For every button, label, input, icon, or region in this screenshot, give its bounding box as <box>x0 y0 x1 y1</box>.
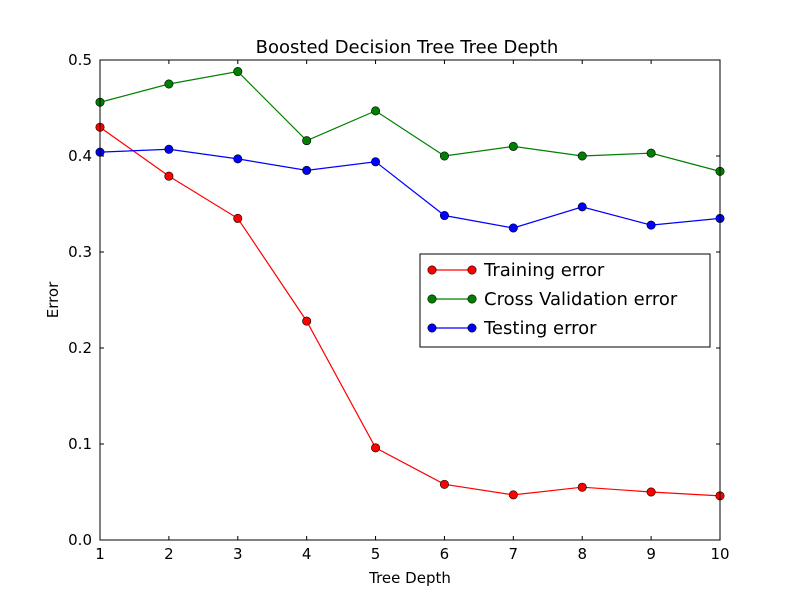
chart-title: Boosted Decision Tree Tree Depth <box>256 37 559 58</box>
series-training-error <box>95 122 725 501</box>
data-point <box>646 487 656 497</box>
data-point <box>439 479 449 489</box>
x-tick-label: 4 <box>302 545 312 563</box>
y-tick-label: 0.0 <box>68 531 92 549</box>
data-point <box>439 211 449 221</box>
y-tick-label: 0.4 <box>68 147 92 165</box>
y-tick-label: 0.1 <box>68 435 92 453</box>
x-tick-label: 2 <box>164 545 174 563</box>
data-point <box>164 79 174 89</box>
data-point <box>577 482 587 492</box>
data-point <box>508 141 518 151</box>
legend-item: Cross Validation error <box>427 289 678 310</box>
series-cross-validation-error <box>95 67 725 176</box>
plot-frame <box>99 59 721 541</box>
data-point <box>302 136 312 146</box>
series-layer <box>95 67 725 501</box>
legend-item: Training error <box>427 260 605 281</box>
legend-label: Cross Validation error <box>484 289 678 310</box>
legend-marker <box>427 265 437 275</box>
data-point <box>577 202 587 212</box>
x-tick-label: 6 <box>440 545 450 563</box>
data-point <box>302 165 312 175</box>
data-point <box>164 144 174 154</box>
data-point <box>439 151 449 161</box>
data-point <box>646 148 656 158</box>
data-point <box>646 220 656 230</box>
x-tick-label: 5 <box>371 545 381 563</box>
data-point <box>371 106 381 116</box>
y-tick-label: 0.2 <box>68 339 92 357</box>
series-line <box>99 148 721 229</box>
data-point <box>371 443 381 453</box>
legend-marker <box>467 323 477 333</box>
data-point <box>302 316 312 326</box>
x-tick-label: 9 <box>646 545 656 563</box>
legend-marker <box>467 294 477 304</box>
x-tick-label: 10 <box>710 545 729 563</box>
legend-marker <box>427 323 437 333</box>
data-point <box>577 151 587 161</box>
data-point <box>233 213 243 223</box>
legend-marker <box>467 265 477 275</box>
data-point <box>233 154 243 164</box>
x-axis-label: Tree Depth <box>368 569 451 587</box>
series-line <box>99 126 721 497</box>
data-point <box>233 67 243 77</box>
y-tick-label: 0.3 <box>68 243 92 261</box>
legend-item: Testing error <box>427 318 597 339</box>
legend-marker <box>427 294 437 304</box>
x-tick-label: 1 <box>95 545 105 563</box>
x-tick-label: 3 <box>233 545 243 563</box>
x-tick-label: 8 <box>577 545 587 563</box>
data-point <box>371 157 381 167</box>
legend-label: Training error <box>483 260 605 281</box>
data-point <box>508 223 518 233</box>
y-tick-label: 0.5 <box>68 51 92 69</box>
data-point <box>164 171 174 181</box>
y-axis-label: Error <box>44 281 62 318</box>
series-line <box>99 70 721 172</box>
series-testing-error <box>95 144 725 233</box>
legend: Training error Cross Validation error Test… <box>419 253 711 348</box>
legend-label: Testing error <box>483 318 597 339</box>
x-tick-label: 7 <box>509 545 519 563</box>
data-point <box>508 490 518 500</box>
